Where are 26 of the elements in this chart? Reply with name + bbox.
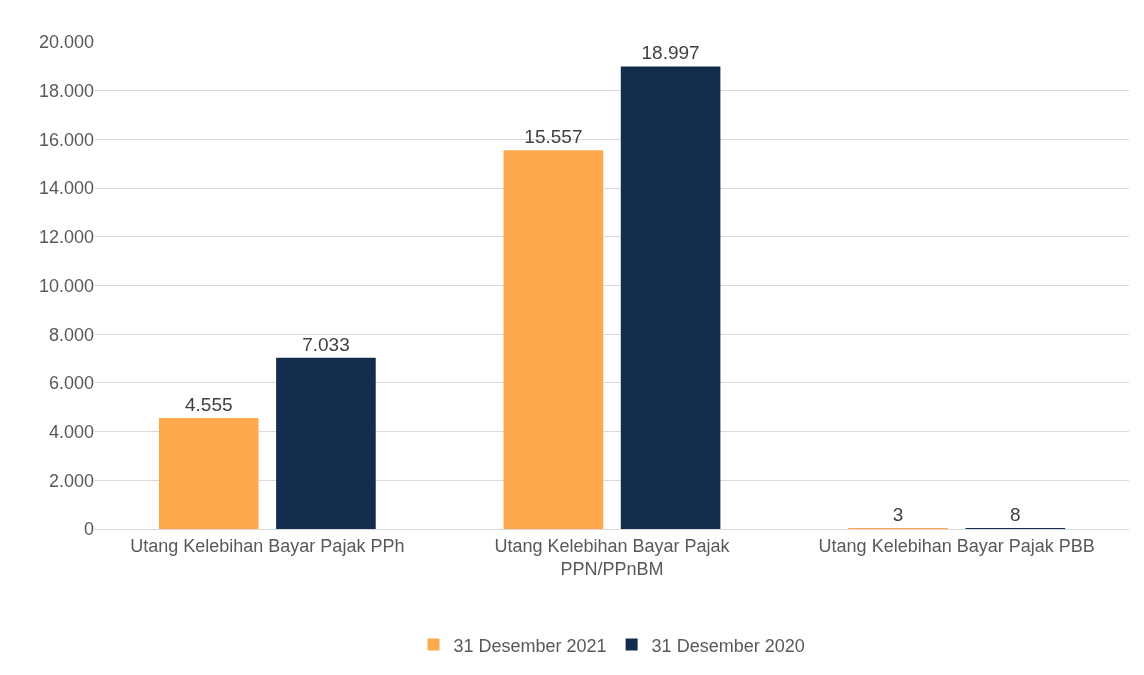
y-tick-label: 6.000 [48, 373, 94, 394]
x-tick-label: Utang Kelebihan Bayar Pajak PPh [130, 535, 405, 556]
data-label: 15.557 [524, 126, 583, 148]
data-label: 7.033 [302, 333, 350, 355]
legend-label: 31 Desember 2020 [651, 635, 805, 656]
bar [276, 357, 376, 529]
y-tick-label: 20.000 [38, 32, 94, 53]
y-tick-label: 10.000 [38, 275, 94, 296]
data-label: 8 [1009, 504, 1021, 525]
y-tick-label: 12.000 [38, 227, 94, 248]
data-label: 4.555 [184, 394, 233, 416]
y-tick-label: 18.000 [38, 81, 94, 101]
x-tick-label: Utang Kelebihan Bayar Pajak PBB [818, 535, 1095, 556]
legend-label: 31 Desember 2021 [453, 635, 607, 656]
bar [158, 418, 259, 529]
y-tick-label: 0 [83, 519, 94, 540]
y-tick-label: 14.000 [38, 178, 94, 199]
y-tick-label: 16.000 [38, 129, 94, 150]
bar [620, 66, 721, 529]
y-tick-label: 8.000 [48, 324, 94, 345]
y-tick-label: 4.000 [48, 421, 94, 442]
y-tick-label: 2.000 [48, 470, 94, 491]
data-label: 3 [892, 504, 904, 525]
bar [503, 150, 604, 529]
data-label: 18.997 [641, 42, 700, 64]
x-tick-label: Utang Kelebihan Bayar Pajak PPN/PPnBM [494, 535, 731, 579]
